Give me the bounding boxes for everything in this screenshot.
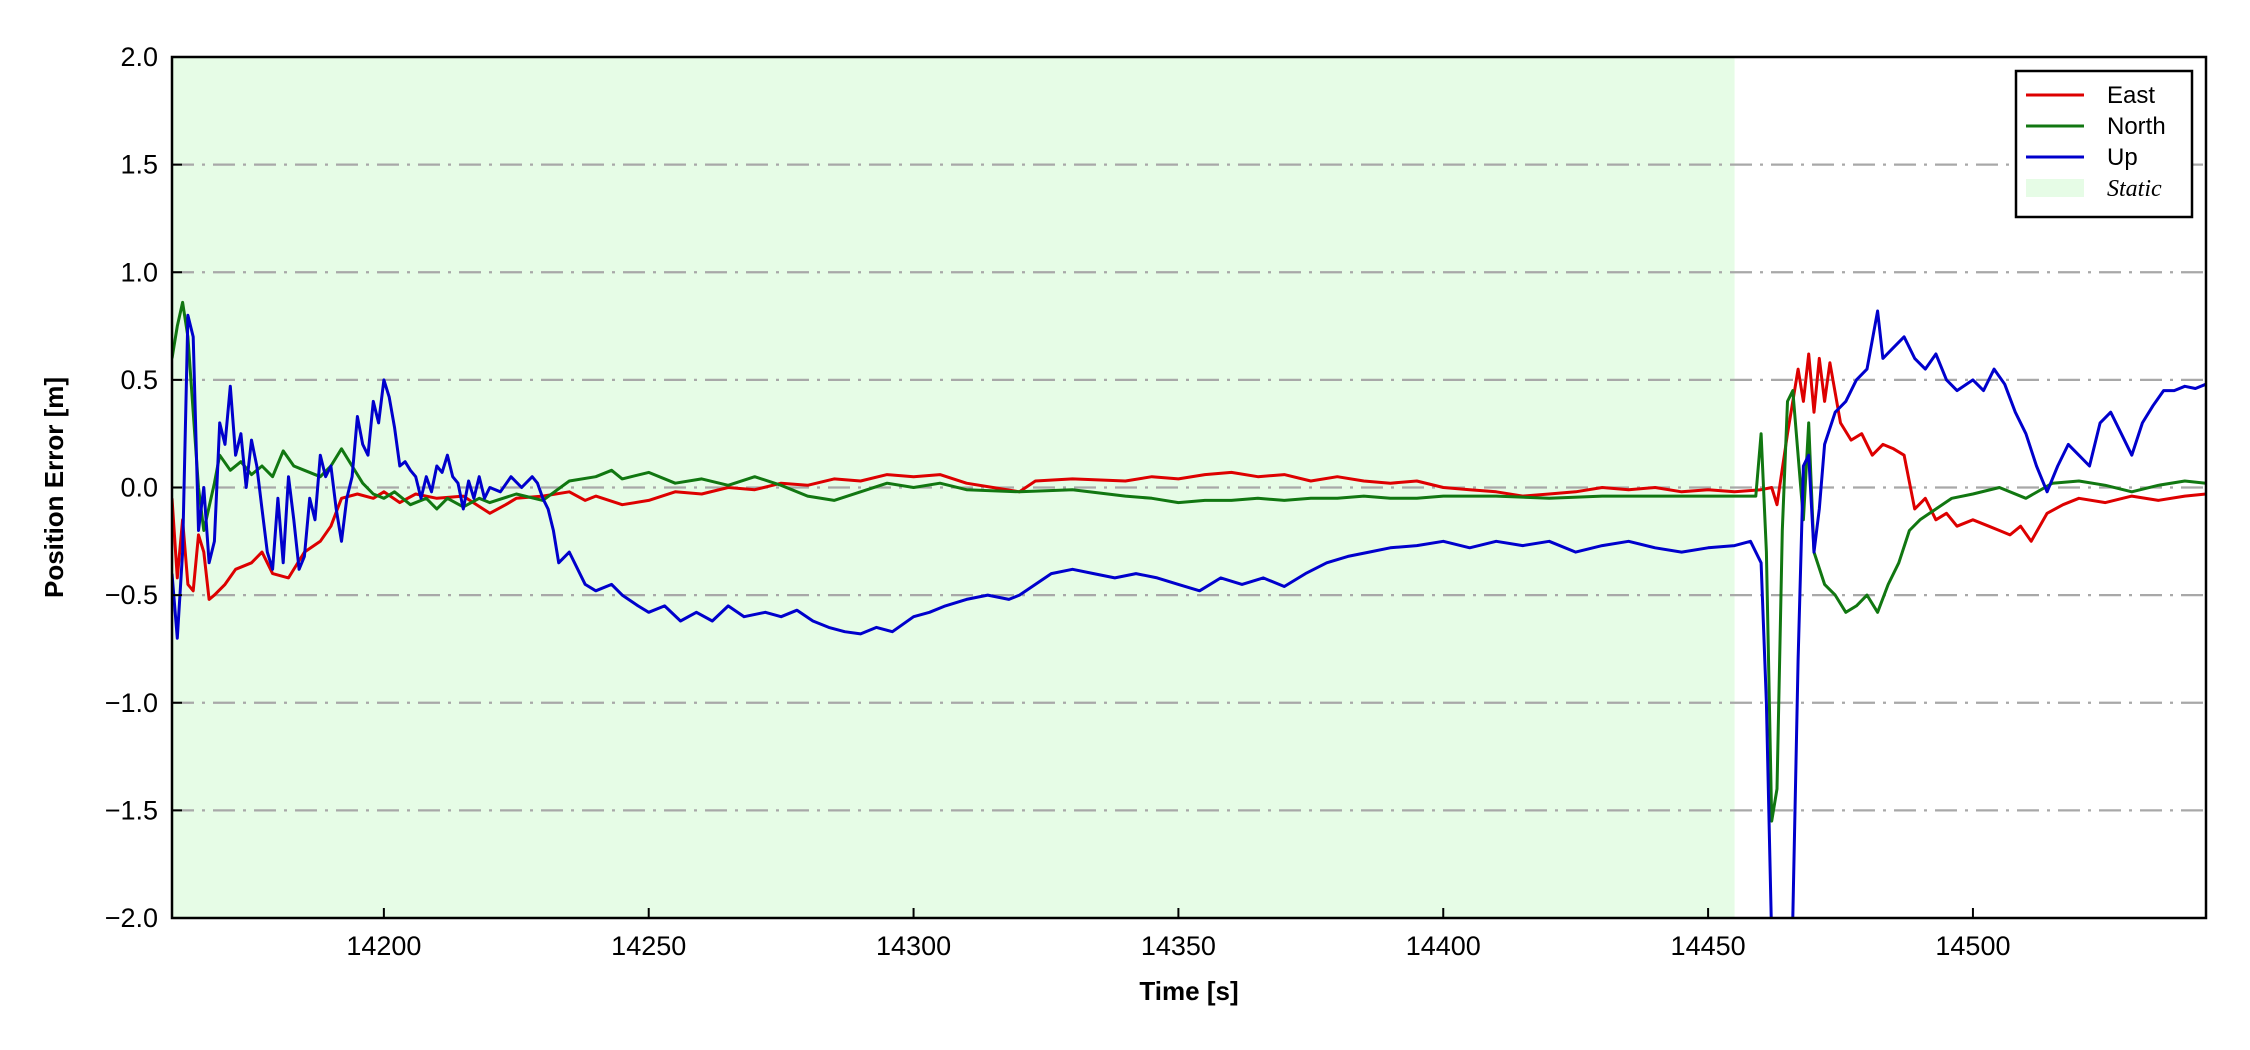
x-tick-label: 14500 (1935, 931, 2010, 961)
x-tick-label: 14300 (876, 931, 951, 961)
x-tick-label: 14400 (1406, 931, 1481, 961)
y-tick-label: −0.5 (105, 580, 158, 610)
y-tick-label: −1.0 (105, 688, 158, 718)
x-axis: 14200 14250 14300 14350 14400 14450 14500 (346, 908, 2010, 961)
series-line-east (172, 352, 2206, 601)
legend: East North Up Static (2014, 69, 2194, 219)
y-tick-label: 1.5 (120, 150, 158, 180)
y-tick-label: −1.5 (105, 795, 158, 825)
legend-swatch-static (2026, 179, 2084, 197)
y-tick-label: 0.5 (120, 365, 158, 395)
legend-label-static: Static (2107, 176, 2162, 202)
y-axis: 2.0 1.5 1.0 0.5 0.0 −0.5 −1.0 −1.5 −2.0 (105, 42, 182, 933)
x-tick-label: 14450 (1671, 931, 1746, 961)
legend-label-east: East (2107, 82, 2155, 109)
x-tick-label: 14200 (346, 931, 421, 961)
x-axis-title: Time [s] (1139, 976, 1238, 1006)
y-tick-label: 2.0 (120, 42, 158, 72)
legend-label-up: Up (2107, 144, 2138, 171)
x-tick-label: 14250 (611, 931, 686, 961)
legend-label-north: North (2107, 113, 2166, 140)
y-tick-label: −2.0 (105, 903, 158, 933)
y-axis-title: Position Error [m] (39, 377, 69, 598)
grid-lines (172, 163, 2206, 812)
series-layer (172, 300, 2206, 918)
x-tick-label: 14350 (1141, 931, 1216, 961)
y-tick-label: 0.0 (120, 473, 158, 503)
series-line-up (172, 309, 2206, 918)
y-tick-label: 1.0 (120, 257, 158, 287)
